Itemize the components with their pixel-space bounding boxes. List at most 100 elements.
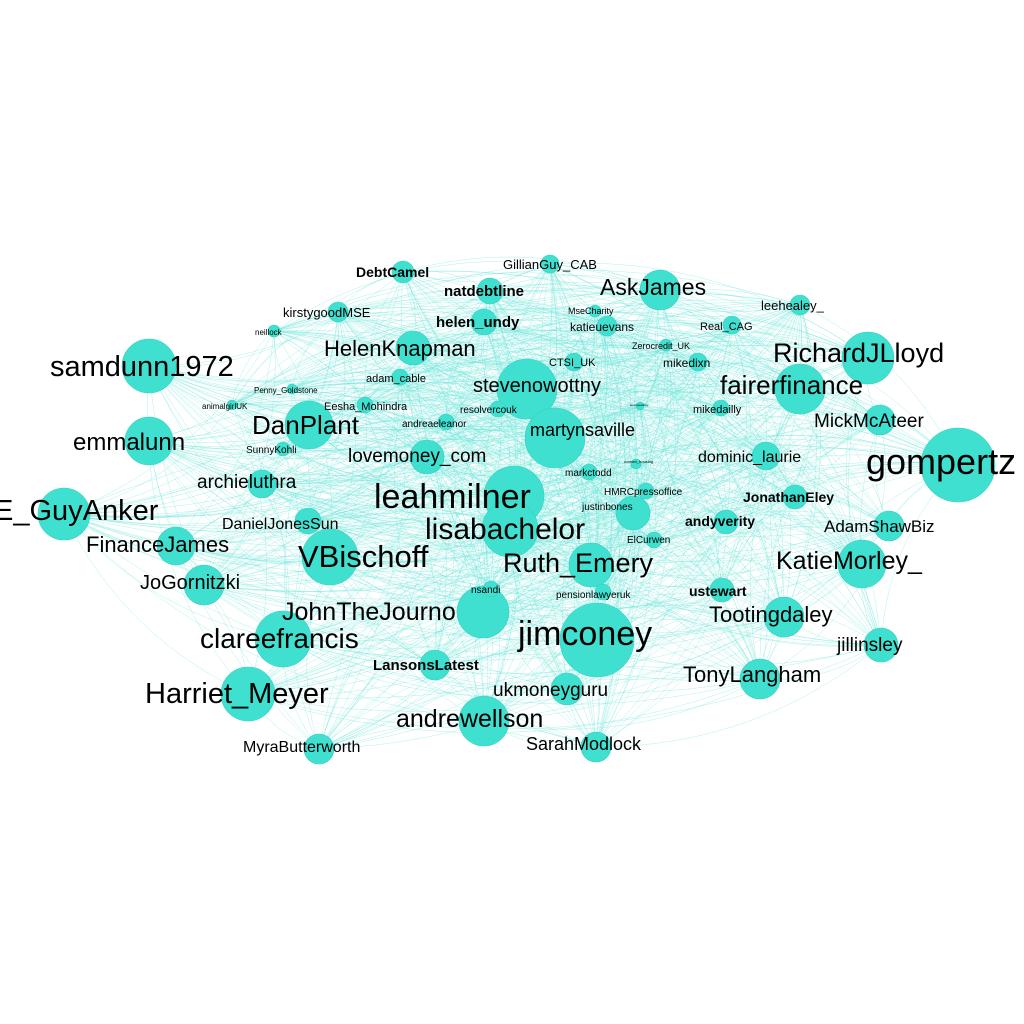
node-andrewellson[interactable]	[458, 695, 510, 747]
graph-edge	[203, 494, 515, 586]
graph-edge	[402, 271, 457, 666]
node-debtcamel[interactable]	[391, 260, 415, 284]
graph-edge	[261, 344, 667, 485]
node-archieluthra[interactable]	[247, 469, 277, 499]
graph-edge	[594, 310, 625, 593]
graph-edge	[203, 330, 276, 586]
node-mikedixn[interactable]	[688, 352, 708, 372]
graph-edge	[282, 638, 568, 696]
node-pensionlawyeruk[interactable]	[594, 583, 612, 601]
graph-edge	[261, 324, 733, 485]
node-eesha_mohindra[interactable]	[356, 396, 374, 414]
node-zerocredit_uk[interactable]	[659, 338, 673, 352]
node-ruth_emery[interactable]	[568, 542, 614, 588]
node-tonylangham[interactable]	[739, 658, 781, 700]
node-jimconey[interactable]	[559, 602, 635, 678]
node-myrabutterworth[interactable]	[303, 733, 335, 765]
node-financejames[interactable]	[156, 526, 196, 566]
node-danplant[interactable]	[284, 400, 334, 450]
graph-edge	[489, 290, 761, 680]
node-guyanker[interactable]	[37, 487, 91, 541]
node-sarahmodlock[interactable]	[580, 731, 612, 763]
node-mikedailly[interactable]	[712, 399, 730, 417]
node-label-lansonslatest: LansonsLatest	[373, 657, 479, 674]
node-katiemorley[interactable]	[837, 539, 887, 589]
node-andreaeleanor[interactable]	[437, 413, 455, 431]
node-label-nsandi: nsandi	[471, 585, 500, 596]
node-jogornitzki[interactable]	[183, 564, 225, 606]
graph-edge	[549, 262, 869, 359]
node-resolvercouk[interactable]	[489, 400, 507, 418]
node-harriet_meyer[interactable]	[220, 666, 276, 722]
node-lisabachelor[interactable]	[481, 500, 539, 558]
graph-edge	[594, 310, 801, 390]
node-tiny_node[interactable]	[635, 401, 645, 411]
node-women_housing[interactable]	[630, 458, 642, 470]
node-msecharity[interactable]	[588, 304, 602, 318]
node-natdebtline[interactable]	[476, 277, 504, 305]
graph-edge	[596, 324, 733, 641]
node-adam_cable[interactable]	[391, 368, 409, 386]
node-penny_goldstone[interactable]	[286, 383, 298, 395]
graph-edge	[653, 344, 679, 541]
node-vbischoff[interactable]	[301, 528, 359, 586]
node-richardjlloyd[interactable]	[841, 331, 895, 385]
node-ukmoneyguru[interactable]	[550, 672, 584, 706]
node-neillock[interactable]	[267, 324, 281, 338]
graph-edge	[665, 344, 882, 646]
graph-edge	[602, 522, 890, 593]
node-markctodd[interactable]	[580, 463, 598, 481]
node-animalgirluk[interactable]	[226, 399, 238, 411]
node-askjames[interactable]	[639, 269, 681, 311]
node-kirstygoodmse[interactable]	[327, 301, 349, 323]
node-tootingdaley[interactable]	[763, 596, 805, 638]
node-adamshawbiz[interactable]	[873, 510, 905, 542]
node-dominic_laurie[interactable]	[751, 441, 781, 471]
node-sunnykohli[interactable]	[275, 441, 291, 457]
node-label-helen_undy: helen_undy	[436, 314, 520, 331]
node-andyverity[interactable]	[713, 509, 739, 535]
node-helenknapman[interactable]	[395, 330, 431, 366]
node-label-sunnykohli: SunnyKohli	[246, 445, 297, 456]
node-johnthejourno[interactable]	[456, 585, 510, 639]
node-martynsaville[interactable]	[524, 407, 586, 469]
node-hmrcpressoffice[interactable]	[637, 482, 655, 500]
node-gillianguy_cab[interactable]	[540, 254, 560, 274]
node-leehealey_[interactable]	[789, 294, 811, 316]
node-mickmcateer[interactable]	[864, 404, 896, 436]
node-emmalunn[interactable]	[124, 416, 174, 466]
node-lovemoney_com[interactable]	[409, 439, 445, 475]
node-nsandi[interactable]	[482, 580, 500, 598]
node-label-johnthejourno: JohnTheJourno	[282, 598, 456, 626]
node-label-financejames: FinanceJames	[86, 532, 229, 557]
node-elcurwen[interactable]	[645, 531, 663, 549]
node-samdunn1972[interactable]	[121, 338, 177, 394]
node-jillinsley[interactable]	[863, 627, 899, 663]
node-label-ustewart: ustewart	[689, 583, 747, 599]
node-fairerfinance[interactable]	[774, 363, 826, 415]
graph-edge	[549, 263, 620, 748]
node-lansonslatest[interactable]	[419, 649, 451, 681]
node-ustewart[interactable]	[709, 577, 735, 603]
node-real_cag[interactable]	[722, 315, 742, 335]
graph-edge	[231, 308, 596, 406]
node-katieuevans[interactable]	[596, 315, 618, 337]
graph-edge	[203, 496, 796, 604]
graph-edge	[412, 347, 575, 371]
graph-edge	[203, 584, 436, 666]
node-gompertz[interactable]	[920, 427, 996, 503]
graph-edge	[399, 376, 447, 666]
graph-edge	[63, 421, 447, 518]
node-clareefrancis[interactable]	[254, 610, 312, 668]
node-stevenowottny[interactable]	[496, 358, 558, 420]
node-ctsi_uk[interactable]	[564, 352, 584, 372]
graph-edge	[402, 256, 661, 291]
graph-edge	[489, 290, 723, 591]
graph-edge	[526, 340, 869, 390]
node-jonathaneley[interactable]	[782, 484, 808, 510]
node-label-guyanker: E_GuyAnker	[0, 495, 159, 527]
node-danieljonessun[interactable]	[294, 507, 322, 535]
node-justinbones[interactable]	[615, 495, 651, 531]
node-helen_undy[interactable]	[470, 308, 498, 336]
graph-edge	[445, 290, 491, 423]
